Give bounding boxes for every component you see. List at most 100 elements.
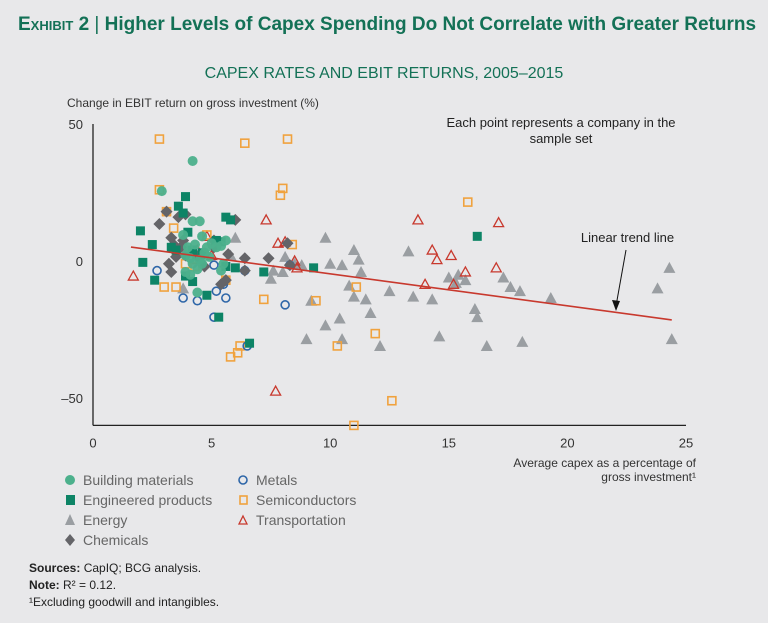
point-energy xyxy=(471,311,484,323)
point-transportation xyxy=(459,265,472,277)
point-energy xyxy=(426,293,439,305)
legend-label: Energy xyxy=(83,512,128,528)
chart-title: CAPEX RATES AND EBIT RETURNS, 2005–2015 xyxy=(204,65,564,82)
arrow-head-icon xyxy=(612,300,620,311)
point-chemicals xyxy=(170,250,183,263)
legend-item-engineered-products: Engineered products xyxy=(63,492,212,508)
x-tick-label: 25 xyxy=(679,435,693,450)
point-energy xyxy=(374,339,387,351)
x-axis-label: Average capex as a percentage of gross i… xyxy=(513,456,696,484)
legend-item-metals: Metals xyxy=(236,472,297,488)
point-energy xyxy=(513,285,526,297)
legend-item-semiconductors: Semiconductors xyxy=(236,492,356,508)
point-metals xyxy=(209,260,219,270)
point-energy xyxy=(347,244,360,256)
point-engineered-products xyxy=(230,263,240,273)
point-transportation xyxy=(290,261,304,273)
point-energy xyxy=(364,307,377,319)
point-chemicals xyxy=(215,278,228,291)
point-engineered-products xyxy=(214,312,224,322)
point-transportation xyxy=(447,277,460,289)
x-tick-label: 0 xyxy=(89,435,96,450)
x-tick-label: 15 xyxy=(442,435,456,450)
point-engineered-products xyxy=(221,212,231,222)
point-building-materials xyxy=(197,258,208,269)
point-chemicals xyxy=(262,252,275,265)
point-chemicals xyxy=(238,264,251,277)
point-engineered-products xyxy=(166,242,176,252)
point-energy xyxy=(279,250,292,262)
point-engineered-products xyxy=(211,235,221,245)
point-transportation xyxy=(430,253,444,265)
x-tick-label: 10 xyxy=(323,435,337,450)
point-transportation xyxy=(426,243,439,255)
point-semiconductors xyxy=(370,328,381,339)
point-energy xyxy=(319,231,332,243)
note-line: Note: R² = 0.12. xyxy=(29,577,219,594)
point-energy xyxy=(333,312,346,324)
point-engineered-products xyxy=(183,227,193,237)
point-building-materials xyxy=(185,269,196,280)
trend-line xyxy=(130,246,672,321)
point-transportation xyxy=(418,277,432,289)
footnotes: Sources: CapIQ; BCG analysis. Note: R² =… xyxy=(29,560,219,611)
point-transportation xyxy=(269,384,282,396)
footnote-1: ¹Excluding goodwill and intangibles. xyxy=(29,595,220,609)
point-semiconductors xyxy=(277,183,288,194)
note-text: R² = 0.12. xyxy=(63,578,117,592)
point-energy xyxy=(267,264,280,276)
point-semiconductors xyxy=(240,138,250,148)
legend-item-building-materials: Building materials xyxy=(63,472,194,488)
legend-item-chemicals: Chemicals xyxy=(63,532,148,548)
point-engineered-products xyxy=(138,257,148,267)
point-semiconductors xyxy=(275,190,286,201)
point-semiconductors xyxy=(349,420,359,431)
y-tick-label: –50 xyxy=(61,391,83,406)
point-engineered-products xyxy=(135,226,145,236)
point-engineered-products xyxy=(309,263,319,273)
point-building-materials xyxy=(187,155,198,166)
legend-label: Metals xyxy=(256,472,298,488)
point-semiconductors xyxy=(225,352,236,362)
point-engineered-products xyxy=(188,245,198,255)
point-energy xyxy=(229,231,242,243)
point-semiconductors xyxy=(351,282,362,292)
point-engineered-products xyxy=(178,208,188,218)
point-engineered-products xyxy=(188,277,198,287)
point-chemicals xyxy=(160,205,173,218)
point-engineered-products xyxy=(245,338,255,348)
point-metals xyxy=(211,286,222,296)
point-energy xyxy=(300,333,313,345)
legend-label: Engineered products xyxy=(83,492,213,508)
point-energy xyxy=(343,279,356,291)
point-semiconductors xyxy=(168,223,179,233)
point-energy xyxy=(347,290,360,302)
legend-item-transportation: Transportation xyxy=(236,512,346,528)
point-semiconductors xyxy=(311,295,321,306)
point-chemicals xyxy=(153,218,166,231)
y-tick-label: 0 xyxy=(76,254,83,269)
point-semiconductors xyxy=(235,341,245,351)
point-semiconductors xyxy=(387,395,397,406)
legend-label: Building materials xyxy=(83,472,194,488)
x-tick-label: 5 xyxy=(208,435,215,450)
point-energy xyxy=(383,285,396,297)
point-energy xyxy=(459,274,472,286)
point-metals xyxy=(221,293,231,303)
point-engineered-products xyxy=(226,215,236,225)
sources-line: Sources: CapIQ; BCG analysis. xyxy=(29,560,219,577)
point-energy xyxy=(402,245,415,257)
point-engineered-products xyxy=(150,275,160,285)
square-filled-icon xyxy=(66,495,75,505)
circle-filled-icon xyxy=(65,475,75,485)
point-energy xyxy=(407,290,420,302)
annotation-pointer xyxy=(615,249,627,307)
point-building-materials xyxy=(178,229,189,240)
point-semiconductors xyxy=(258,294,269,305)
point-energy xyxy=(336,259,349,271)
point-engineered-products xyxy=(171,245,181,255)
point-energy xyxy=(504,281,517,293)
point-energy xyxy=(355,265,368,277)
point-energy xyxy=(497,271,510,283)
point-energy xyxy=(651,282,664,294)
